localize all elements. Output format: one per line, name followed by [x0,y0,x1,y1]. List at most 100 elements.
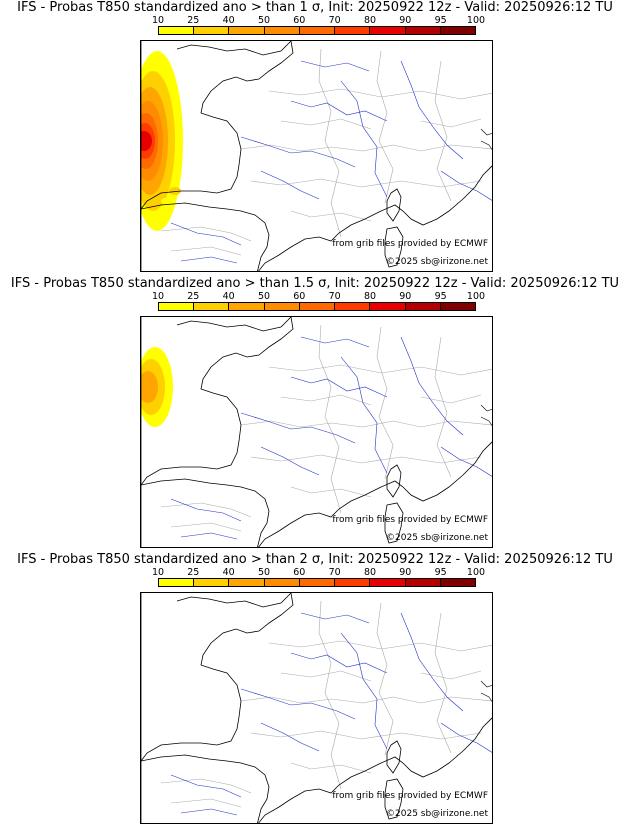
admin-border-line [280,670,372,682]
legend-tick: 40 [222,15,235,26]
map-area: from grib files provided by ECMWF ©2025 … [140,592,493,824]
legend-tick: 10 [151,291,165,302]
island-outline [384,502,404,544]
admin-border-line [420,118,482,128]
admin-border-line [160,502,252,518]
admin-border-line [420,394,482,404]
legend-tick: 95 [434,291,447,302]
legend-color-swatch [335,579,371,586]
river-line [240,412,356,444]
source-credit: from grib files provided by ECMWF [332,791,488,801]
river-line [180,532,238,540]
legend-color-swatch [299,27,336,34]
legend-color-swatch [405,27,441,34]
admin-border-line [250,730,482,740]
admin-border-line [318,600,342,790]
coastline [176,593,292,608]
legend-color-swatch [159,303,195,310]
legend-tick: 70 [328,567,341,578]
river-line [400,60,464,160]
panel-title: IFS - Probas T850 standardized ano > tha… [17,552,613,567]
source-credit: from grib files provided by ECMWF [332,515,488,525]
admin-border-line [318,48,342,238]
legend-tick: 100 [466,15,486,26]
map-svg [141,593,492,823]
legend-color-swatch [299,579,336,586]
admin-border-line [318,324,342,514]
legend-color-swatch [194,27,230,34]
legend-tick: 80 [363,291,377,302]
river-line [240,136,356,168]
legend-tick-labels: 10 25 40 50 60 70 80 90 95 100 [152,291,485,302]
legend-tick: 25 [187,15,200,26]
admin-border-line [280,394,372,406]
legend-tick: 60 [293,15,306,26]
river-line [260,170,320,200]
legend-color-swatch [159,579,195,586]
legend-tick-labels: 10 25 40 50 60 70 80 90 95 100 [152,15,485,26]
river-line [440,446,492,477]
river-line [260,722,320,752]
panel-title: IFS - Probas T850 standardized ano > tha… [10,276,620,291]
river-line [180,808,238,816]
legend-color-swatch [335,303,371,310]
legend-tick: 95 [434,567,447,578]
legend-color-swatch [194,303,230,310]
legend-color-swatch [229,579,265,586]
admin-border-line [250,178,482,188]
color-legend-bar [158,302,476,311]
legend-color-swatch [440,27,475,34]
river-line [170,498,242,522]
probability-contour [169,187,181,195]
copyright-credit: ©2025 sb@irizone.net [386,809,488,819]
map-svg [141,317,492,547]
river-line [300,60,370,72]
adriatic-coast [480,404,492,427]
legend-tick: 90 [399,291,412,302]
map-panel-3: IFS - Probas T850 standardized ano > tha… [0,552,630,828]
admin-border-line [240,696,492,704]
river-line [240,688,356,720]
adriatic-coast [480,680,492,703]
legend-color-swatch [370,579,406,586]
river-line [340,356,388,474]
legend-tick: 80 [363,15,377,26]
legend-color-swatch [440,579,475,586]
color-legend-bar [158,578,476,587]
source-credit: from grib files provided by ECMWF [332,239,488,249]
legend-tick: 50 [257,291,271,302]
legend-color-swatch [229,27,265,34]
river-line [290,100,388,122]
river-line [440,722,492,753]
probability-contour [161,198,169,204]
admin-border-line [240,420,492,428]
legend-tick: 90 [399,15,412,26]
probability-contour [141,371,158,403]
river-line [400,336,464,436]
legend-color-swatch [405,303,441,310]
river-line [300,612,370,624]
copyright-credit: ©2025 sb@irizone.net [386,533,488,543]
legend-tick: 50 [257,567,271,578]
legend-tick: 60 [293,567,306,578]
legend-tick: 100 [466,567,486,578]
river-line [260,446,320,476]
island-outline [384,778,404,820]
admin-border-line [434,60,452,202]
admin-border-line [240,144,492,152]
legend-tick: 40 [222,291,235,302]
river-line [170,774,242,798]
legend-color-swatch [405,579,441,586]
admin-border-line [290,486,372,498]
admin-border-line [268,364,492,376]
legend-color-swatch [440,303,475,310]
probability-contour [141,131,152,151]
legend-tick: 70 [328,15,341,26]
admin-border-line [268,88,492,100]
admin-border-line [420,670,482,680]
island-outline [386,188,402,222]
river-line [180,256,238,264]
legend-color-swatch [370,303,406,310]
river-line [170,222,242,246]
legend-tick: 80 [363,567,377,578]
